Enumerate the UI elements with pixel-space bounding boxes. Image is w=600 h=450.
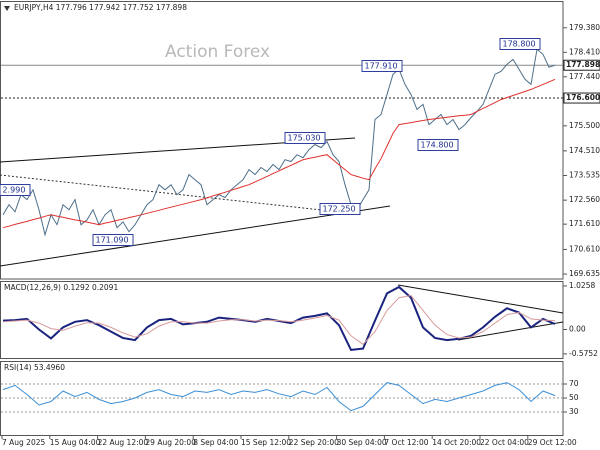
x-tick-label: 22 Sep 20:00	[289, 438, 339, 447]
trend-line	[0, 205, 391, 267]
y-tick-label: 171.610	[569, 219, 600, 228]
annotation: 171.090	[96, 236, 129, 245]
series-line	[2, 382, 556, 412]
y-tick-label: 177.440	[569, 72, 600, 81]
series-line	[2, 78, 556, 229]
annotation: 177.910	[365, 62, 398, 71]
x-tick-label: 22 Aug 12:00	[98, 438, 149, 447]
level-box	[563, 92, 600, 104]
y-tick-label: 169.635	[569, 269, 600, 278]
series-line	[2, 48, 556, 237]
annotation: 2.990	[3, 186, 26, 195]
y-tick-label: 172.560	[569, 195, 600, 204]
y-tick-label: 1.0258	[569, 281, 595, 290]
x-tick-label: 29 Oct 12:00	[528, 438, 577, 447]
x-tick-label: 29 Aug 20:00	[145, 438, 196, 447]
annotation-box	[284, 132, 326, 144]
macd-panel	[0, 281, 564, 359]
annotation: 172.250	[323, 205, 356, 214]
chart-title: EURJPY,H4 177.796 177.942 177.752 177.89…	[14, 3, 187, 12]
annotation-box	[0, 184, 31, 196]
y-tick-label: 179.380	[569, 23, 600, 32]
annotation-box	[417, 139, 459, 151]
x-tick-label: 7 Aug 2025	[2, 438, 45, 447]
x-tick-label: 22 Oct 04:00	[480, 438, 529, 447]
y-tick-label: 70	[569, 379, 579, 388]
trend-line	[457, 321, 564, 341]
y-tick-label: 178.410	[569, 47, 600, 56]
y-tick-label: 0.00	[569, 324, 586, 333]
y-tick-label: 175.500	[569, 121, 600, 130]
trend-line	[397, 284, 564, 314]
y-tick-label: 173.535	[569, 171, 600, 180]
level-box	[563, 59, 600, 71]
annotation-box	[499, 38, 541, 50]
y-tick-label: -0.5752	[569, 349, 598, 358]
annotation-box	[361, 60, 403, 72]
panel-title: MACD(12,26,9) 0.1292 0.2091	[4, 283, 118, 292]
menu-icon	[4, 6, 10, 11]
panel-title: RSI(14) 53.4960	[4, 363, 65, 372]
level-label: 177.898	[566, 60, 600, 69]
series-line	[2, 285, 556, 351]
annotation-box	[319, 203, 361, 215]
series-line	[2, 294, 556, 345]
level-label: 176.600	[566, 93, 600, 102]
x-tick-label: 15 Sep 12:00	[241, 438, 291, 447]
y-tick-label: 170.610	[569, 244, 600, 253]
x-tick-label: 30 Sep 04:00	[337, 438, 387, 447]
trend-line	[0, 174, 341, 213]
y-tick-label: 30	[569, 407, 579, 416]
annotation-box	[92, 234, 134, 246]
price-panel	[0, 1, 564, 280]
x-tick-label: 15 Aug 04:00	[50, 438, 101, 447]
annotation: 174.800	[421, 141, 454, 150]
y-tick-label: 50	[569, 393, 579, 402]
annotation: 178.800	[503, 40, 536, 49]
x-tick-label: 7 Oct 12:00	[384, 438, 428, 447]
x-tick-label: 8 Sep 04:00	[193, 438, 239, 447]
annotation: 175.030	[288, 134, 321, 143]
y-tick-label: 174.510	[569, 146, 600, 155]
x-tick-label: 14 Oct 20:00	[432, 438, 481, 447]
watermark: Action Forex	[165, 42, 270, 62]
